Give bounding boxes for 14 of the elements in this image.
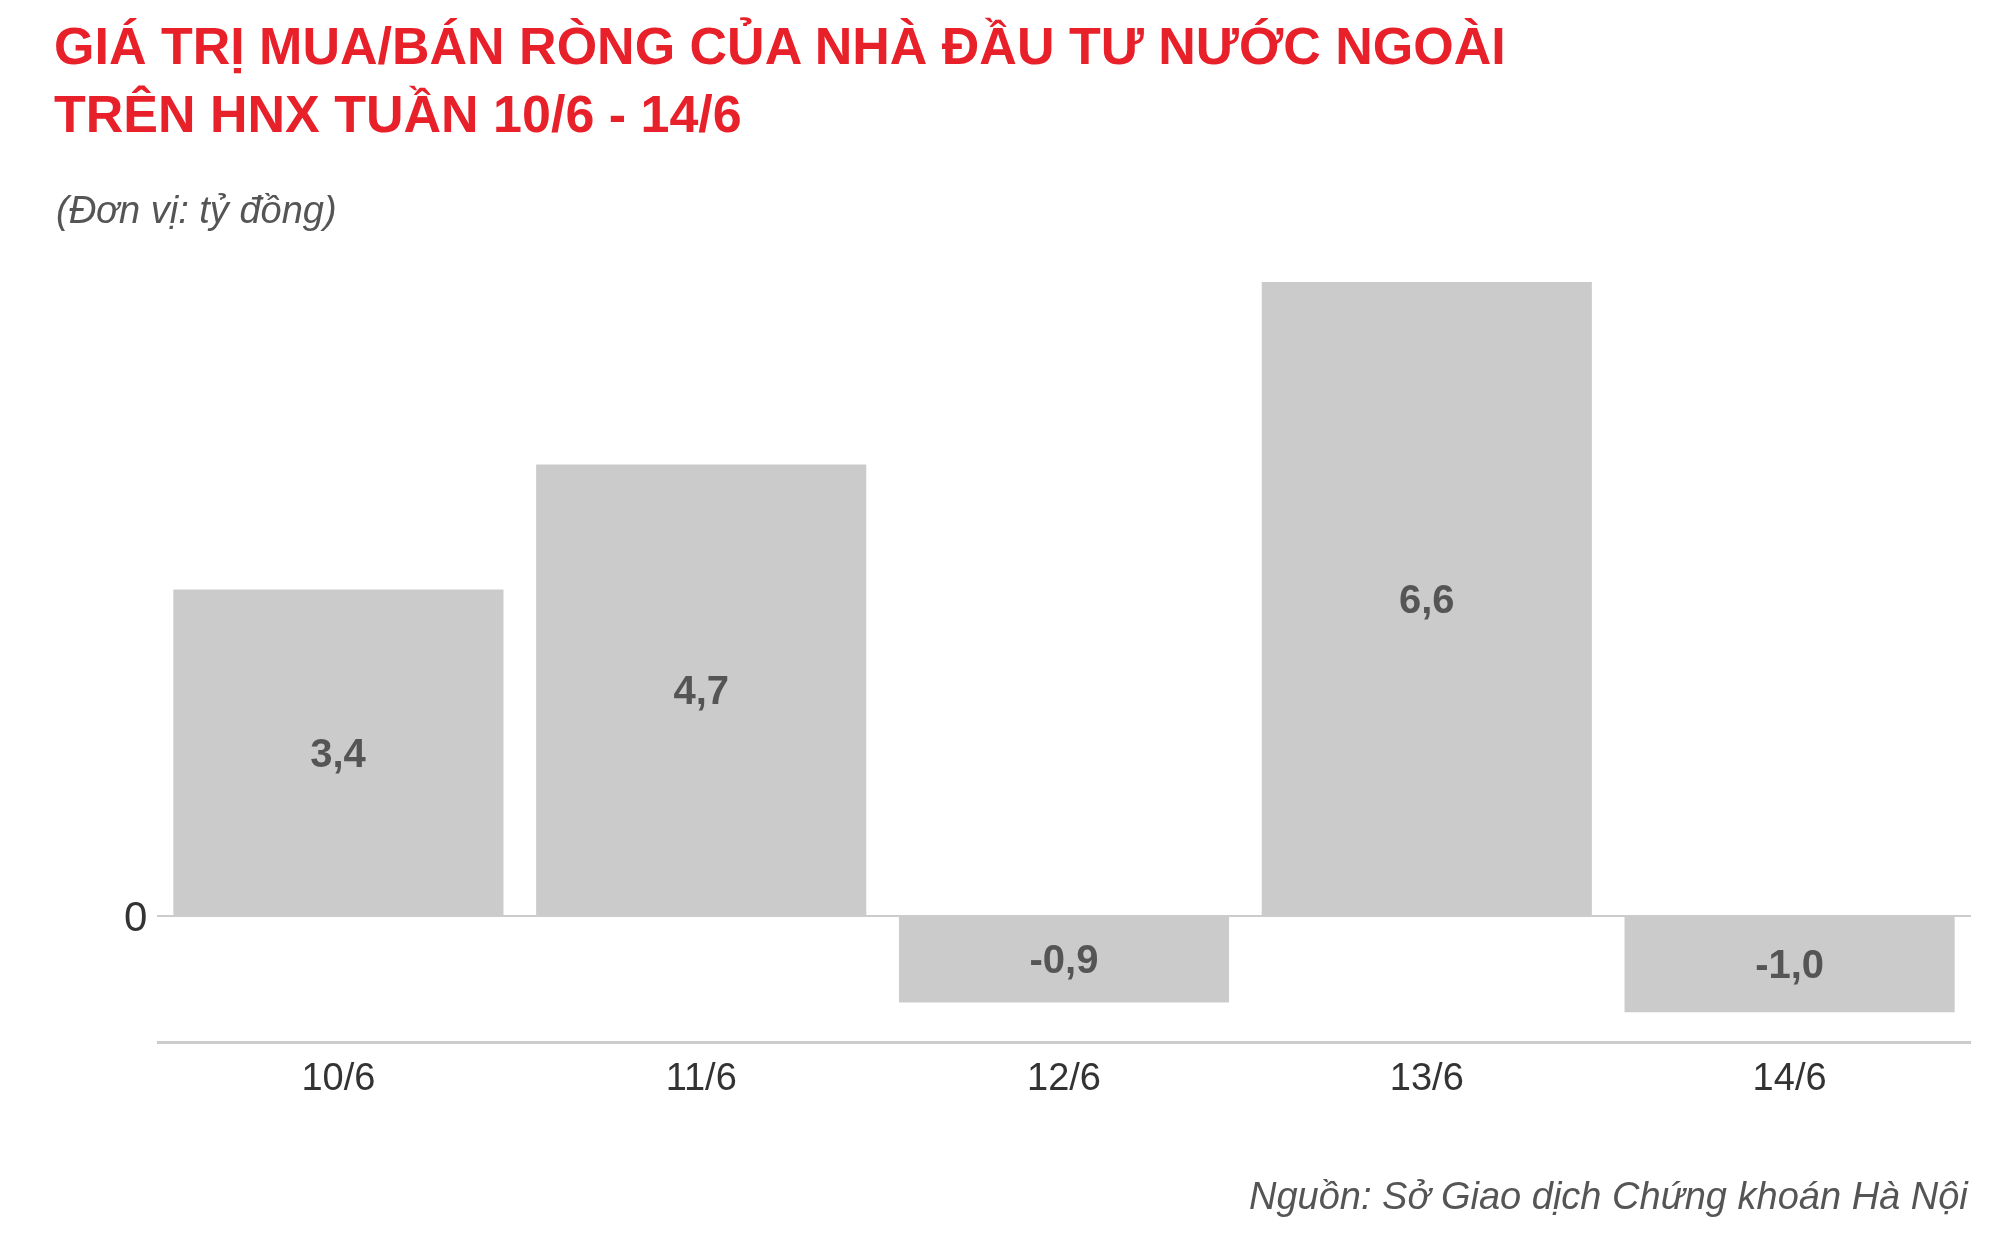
chart-title: GIÁ TRỊ MUA/BÁN RÒNG CỦA NHÀ ĐẦU TƯ NƯỚC NGOÀI TRÊN HNX TUẦN 10/6 - 14/6 [54,17,1506,143]
x-tick-label: 14/6 [1752,1055,1827,1098]
data-label: -0,9 [1029,937,1099,982]
x-tick-label: 12/6 [1027,1055,1101,1098]
data-label: 3,4 [310,730,367,775]
x-tick-label: 13/6 [1389,1055,1464,1098]
x-tick-label: 11/6 [665,1055,737,1098]
x-tick-label: 10/6 [301,1055,376,1098]
data-label: 6,6 [1399,577,1455,622]
data-label: 4,7 [673,668,729,713]
text: Nguồn: Sở Giao dịch Chứng khoán Hà Nội [1249,1175,1970,1217]
text: 0 [124,893,148,940]
chart-subtitle: (Đơn vị: tỷ đồng) [56,189,337,231]
data-label: -1,0 [1755,942,1825,987]
